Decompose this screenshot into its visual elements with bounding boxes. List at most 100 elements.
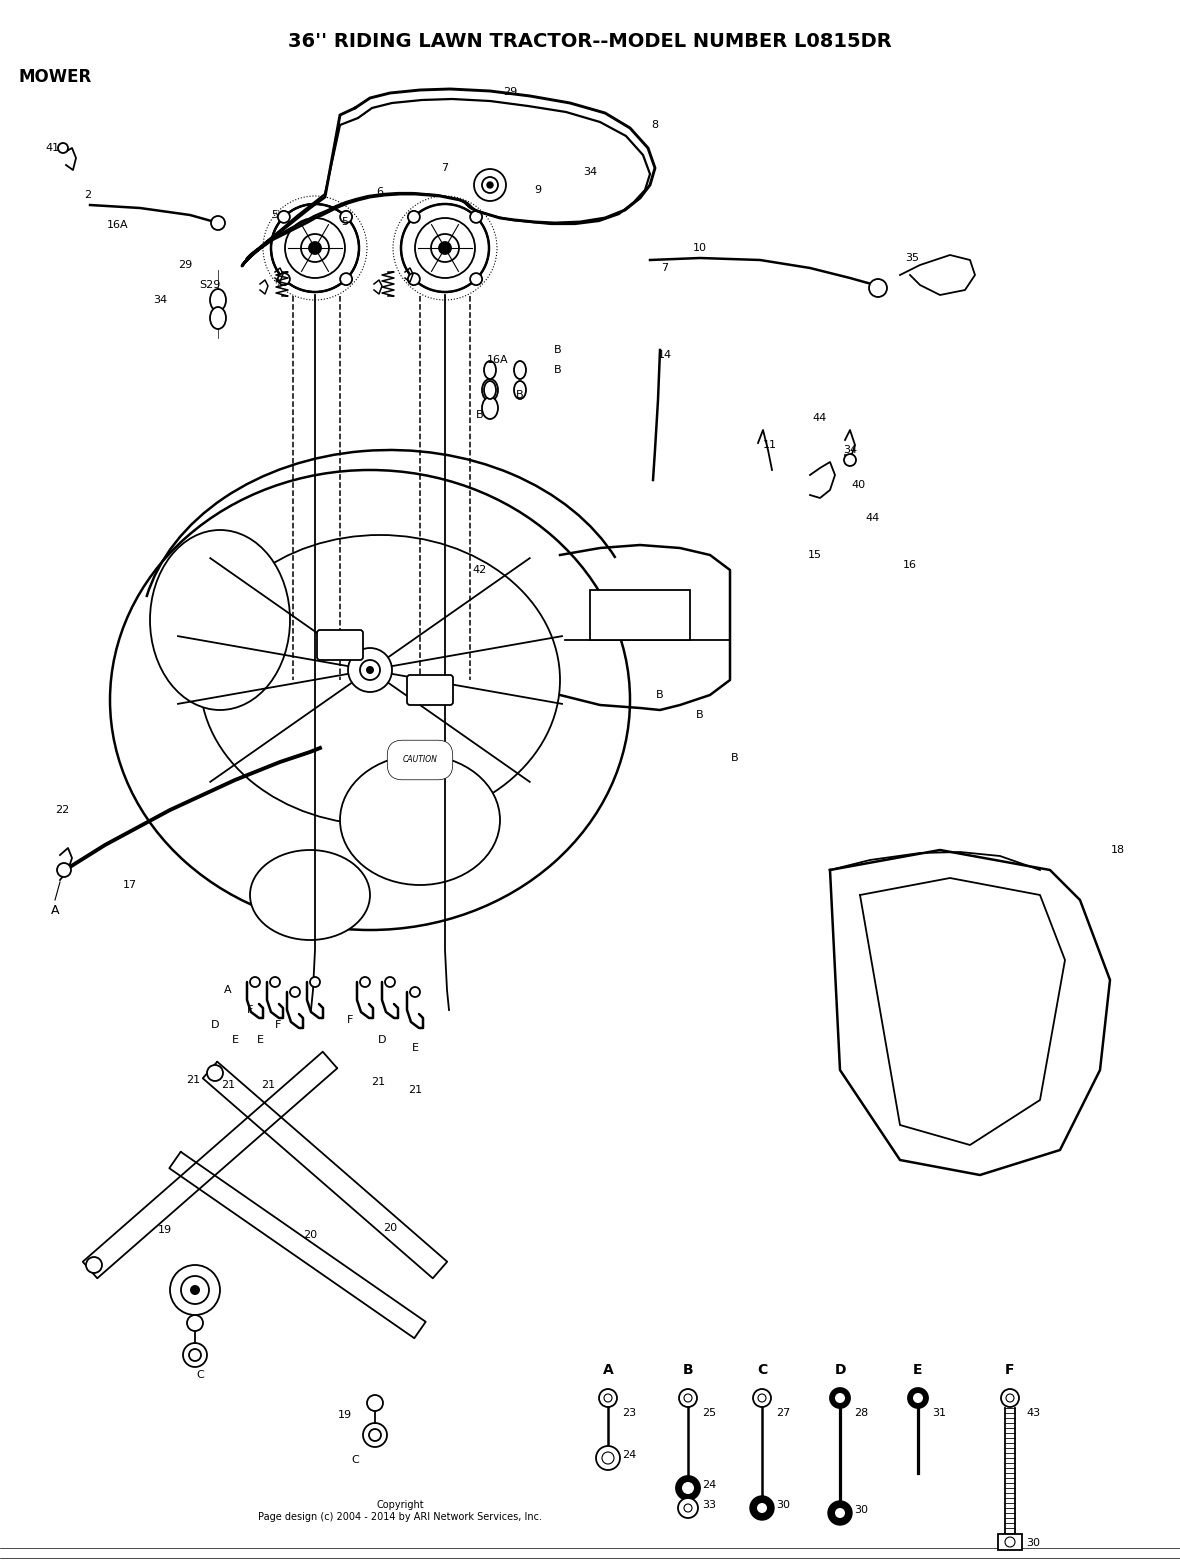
Circle shape: [206, 1064, 223, 1082]
Circle shape: [470, 211, 483, 224]
Circle shape: [753, 1390, 771, 1407]
Text: 7: 7: [662, 263, 669, 274]
Text: E: E: [913, 1363, 923, 1377]
Text: 21: 21: [221, 1080, 235, 1089]
Circle shape: [170, 1264, 219, 1314]
Circle shape: [340, 211, 352, 224]
Circle shape: [408, 211, 420, 224]
Text: 16A: 16A: [487, 355, 509, 366]
Text: B: B: [477, 410, 484, 420]
Circle shape: [481, 177, 498, 192]
Text: B: B: [516, 391, 524, 400]
Circle shape: [57, 863, 71, 877]
Circle shape: [277, 274, 290, 284]
Circle shape: [676, 1475, 700, 1500]
Circle shape: [868, 280, 887, 297]
Text: 31: 31: [932, 1408, 946, 1418]
Text: 30: 30: [854, 1505, 868, 1515]
Text: F: F: [275, 1021, 281, 1030]
Ellipse shape: [250, 850, 371, 939]
Circle shape: [907, 1388, 927, 1408]
Text: 24: 24: [702, 1480, 716, 1490]
Text: 21: 21: [371, 1077, 385, 1086]
Polygon shape: [830, 850, 1110, 1175]
Text: 43: 43: [1025, 1408, 1040, 1418]
Text: C: C: [756, 1363, 767, 1377]
Ellipse shape: [484, 361, 496, 378]
Text: E: E: [256, 1035, 263, 1046]
Circle shape: [366, 666, 374, 674]
Circle shape: [409, 986, 420, 997]
Text: B: B: [696, 710, 703, 721]
Text: 9: 9: [535, 184, 542, 195]
Circle shape: [678, 1390, 697, 1407]
Circle shape: [835, 1508, 845, 1518]
Circle shape: [211, 216, 225, 230]
Text: D: D: [834, 1363, 846, 1377]
Circle shape: [363, 1422, 387, 1447]
FancyBboxPatch shape: [998, 1533, 1022, 1550]
Ellipse shape: [481, 397, 498, 419]
Circle shape: [913, 1393, 923, 1404]
Circle shape: [835, 1393, 845, 1404]
Text: 2: 2: [85, 191, 92, 200]
Circle shape: [385, 977, 395, 986]
Text: E: E: [231, 1035, 238, 1046]
Text: 15: 15: [808, 550, 822, 560]
Circle shape: [250, 977, 260, 986]
Text: 11: 11: [763, 441, 776, 450]
Circle shape: [360, 977, 371, 986]
Polygon shape: [169, 1152, 426, 1338]
Circle shape: [369, 1429, 381, 1441]
Circle shape: [678, 1497, 699, 1518]
Text: B: B: [656, 689, 664, 700]
Text: 41: 41: [46, 142, 60, 153]
Circle shape: [290, 986, 300, 997]
Circle shape: [270, 977, 280, 986]
Text: Copyright
Page design (c) 2004 - 2014 by ARI Network Services, Inc.: Copyright Page design (c) 2004 - 2014 by…: [258, 1500, 542, 1522]
Circle shape: [340, 274, 352, 284]
Text: 5: 5: [271, 209, 278, 220]
Ellipse shape: [514, 381, 526, 399]
Text: D: D: [378, 1035, 386, 1046]
Text: 42: 42: [473, 564, 487, 575]
Text: A: A: [224, 985, 231, 996]
Text: 30: 30: [1025, 1538, 1040, 1547]
Text: 8: 8: [651, 120, 658, 130]
Circle shape: [1001, 1390, 1020, 1407]
Text: 16: 16: [903, 560, 917, 570]
Text: C: C: [352, 1455, 359, 1465]
Text: 33: 33: [702, 1500, 716, 1510]
Text: 29: 29: [503, 88, 517, 97]
Text: 18: 18: [1110, 846, 1125, 855]
Text: 7: 7: [441, 163, 448, 173]
Circle shape: [844, 453, 856, 466]
Text: 28: 28: [854, 1408, 868, 1418]
Text: 21: 21: [408, 1085, 422, 1096]
Circle shape: [301, 234, 329, 263]
Circle shape: [750, 1496, 774, 1519]
Text: E: E: [412, 1043, 419, 1053]
Circle shape: [439, 242, 451, 255]
FancyBboxPatch shape: [407, 675, 453, 705]
Ellipse shape: [110, 470, 630, 930]
Text: 30: 30: [776, 1500, 789, 1510]
Text: 34: 34: [153, 295, 168, 305]
Circle shape: [596, 1446, 620, 1469]
Polygon shape: [203, 1061, 447, 1279]
Text: 36'' RIDING LAWN TRACTOR--MODEL NUMBER L0815DR: 36'' RIDING LAWN TRACTOR--MODEL NUMBER L…: [288, 31, 892, 52]
Text: 24: 24: [622, 1450, 636, 1460]
Text: F: F: [1005, 1363, 1015, 1377]
Text: 14: 14: [658, 350, 673, 359]
Circle shape: [431, 234, 459, 263]
Text: D: D: [211, 1021, 219, 1030]
Circle shape: [758, 1504, 767, 1513]
Circle shape: [367, 1396, 384, 1411]
Text: 27: 27: [776, 1408, 791, 1418]
Circle shape: [830, 1388, 850, 1408]
Text: 35: 35: [905, 253, 919, 263]
Polygon shape: [83, 1052, 337, 1279]
Text: 20: 20: [303, 1230, 317, 1239]
Text: 29: 29: [178, 259, 192, 270]
Ellipse shape: [340, 755, 500, 885]
